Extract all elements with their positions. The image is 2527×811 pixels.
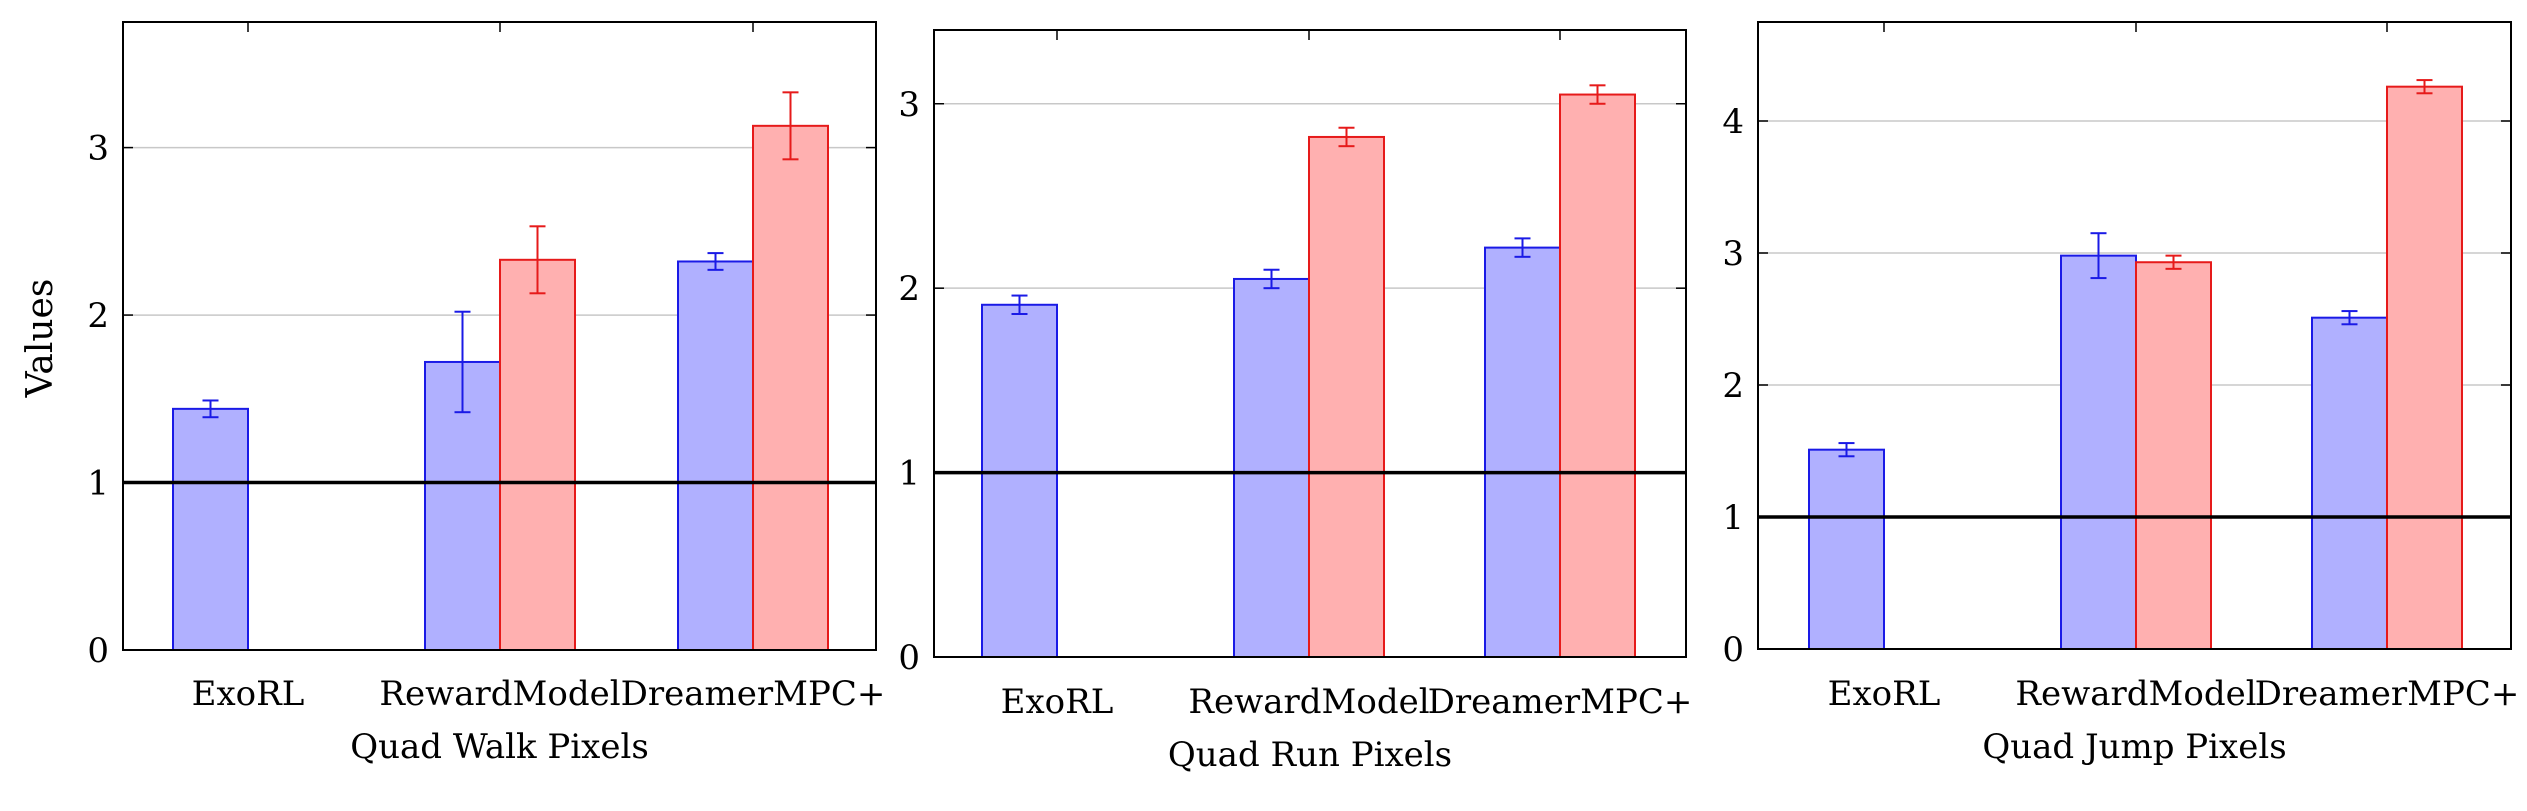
plot-frame — [933, 29, 1687, 658]
x-axis-label: Quad Run Pixels — [1168, 735, 1452, 775]
y-tick-label: 0 — [898, 638, 920, 678]
x-tick-label: RewardModel — [1188, 682, 1429, 722]
x-tick-label: RewardModel — [2015, 674, 2256, 714]
x-tick-label: RewardModel — [379, 674, 620, 714]
y-tick-label: 0 — [87, 631, 109, 671]
plot-frame — [122, 21, 877, 651]
y-tick-label: 2 — [87, 296, 109, 336]
bar — [677, 260, 754, 651]
x-tick-label: DreamerMPC+ — [621, 674, 886, 714]
panel-quad-walk: 0 1 2 3 ExoRL RewardModel DreamerMPC+ Quad Walk… — [87, 21, 886, 767]
plot-frame — [1757, 21, 2512, 650]
bar — [752, 124, 829, 651]
y-tick-label: 0 — [1722, 630, 1744, 670]
bar — [2386, 85, 2463, 651]
bar — [1233, 277, 1310, 658]
x-tick-label: DreamerMPC+ — [1428, 682, 1693, 722]
y-tick-label: 1 — [87, 464, 109, 504]
y-axis-label: Values — [20, 279, 61, 399]
y-tick-label: 3 — [898, 85, 920, 125]
bar — [1559, 93, 1636, 658]
bar — [2060, 254, 2137, 650]
y-tick-label: 3 — [1722, 234, 1744, 274]
y-tick-label: 1 — [1722, 498, 1744, 538]
bar — [2311, 316, 2388, 650]
bar — [1308, 135, 1385, 659]
x-axis-label: Quad Jump Pixels — [1982, 727, 2286, 767]
bar — [981, 303, 1058, 658]
x-axis-label: Quad Walk Pixels — [350, 727, 649, 767]
y-tick-label: 4 — [1722, 102, 1744, 142]
bar — [172, 407, 249, 651]
y-tick-label: 1 — [898, 454, 920, 494]
x-tick-label: ExoRL — [192, 674, 305, 714]
y-tick-label: 3 — [87, 129, 109, 169]
bar — [2135, 261, 2212, 650]
x-tick-label: DreamerMPC+ — [2255, 674, 2520, 714]
bar — [499, 258, 576, 651]
y-tick-label: 2 — [898, 269, 920, 309]
bar — [1484, 246, 1561, 658]
x-tick-label: ExoRL — [1001, 682, 1114, 722]
y-tick-label: 2 — [1722, 366, 1744, 406]
bar — [1808, 448, 1885, 650]
x-tick-label: ExoRL — [1828, 674, 1941, 714]
